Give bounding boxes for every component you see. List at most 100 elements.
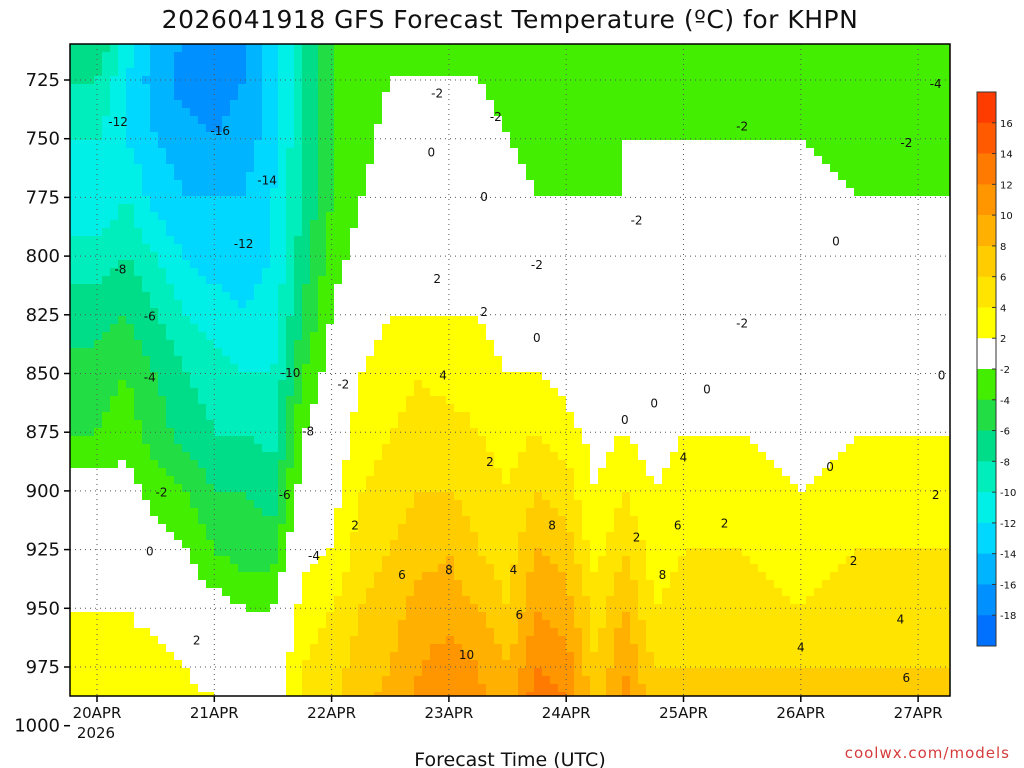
heatmap-cell bbox=[382, 476, 391, 485]
heatmap-cell bbox=[262, 228, 271, 237]
heatmap-cell bbox=[118, 156, 127, 165]
heatmap-cell bbox=[502, 628, 511, 637]
heatmap-cell bbox=[190, 532, 199, 541]
heatmap-cell bbox=[158, 172, 167, 181]
heatmap-cell bbox=[134, 532, 143, 541]
heatmap-cell bbox=[382, 452, 391, 461]
heatmap-cell bbox=[342, 692, 351, 696]
heatmap-cell bbox=[110, 236, 119, 245]
heatmap-cell bbox=[462, 380, 471, 389]
heatmap-cell bbox=[150, 540, 159, 549]
heatmap-cell bbox=[86, 100, 95, 109]
heatmap-cell bbox=[366, 548, 375, 557]
heatmap-cell bbox=[270, 372, 279, 381]
heatmap-cell bbox=[222, 476, 231, 485]
heatmap-cell bbox=[430, 508, 439, 517]
heatmap-cell bbox=[142, 52, 151, 61]
heatmap-cell bbox=[190, 508, 199, 517]
heatmap-cell bbox=[190, 492, 199, 501]
heatmap-cell bbox=[382, 332, 391, 341]
heatmap-cell bbox=[326, 356, 335, 365]
heatmap-cell bbox=[222, 140, 231, 149]
heatmap-cell bbox=[150, 572, 159, 581]
heatmap-cell bbox=[454, 412, 463, 421]
heatmap-cell bbox=[102, 340, 111, 349]
heatmap-cell bbox=[78, 52, 87, 61]
heatmap-cell bbox=[494, 396, 503, 405]
heatmap-cell bbox=[342, 628, 351, 637]
heatmap-cell bbox=[166, 308, 175, 317]
heatmap-cell bbox=[382, 164, 391, 173]
heatmap-cell bbox=[326, 188, 335, 197]
heatmap-cell bbox=[422, 660, 431, 669]
heatmap-cell bbox=[366, 308, 375, 317]
heatmap-cell bbox=[246, 60, 255, 69]
heatmap-cell bbox=[166, 220, 175, 229]
heatmap-cell bbox=[550, 260, 559, 269]
heatmap-cell bbox=[150, 212, 159, 221]
heatmap-cell bbox=[374, 372, 383, 381]
heatmap-cell bbox=[294, 260, 303, 269]
heatmap-cell bbox=[326, 300, 335, 309]
heatmap-cell bbox=[158, 444, 167, 453]
heatmap-cell bbox=[206, 356, 215, 365]
heatmap-cell bbox=[414, 52, 423, 61]
heatmap-cell bbox=[494, 548, 503, 557]
heatmap-cell bbox=[478, 540, 487, 549]
heatmap-cell bbox=[406, 412, 415, 421]
heatmap-cell bbox=[382, 588, 391, 597]
heatmap-cell bbox=[230, 612, 239, 621]
heatmap-cell bbox=[462, 668, 471, 677]
heatmap-cell bbox=[358, 644, 367, 653]
heatmap-cell bbox=[526, 268, 535, 277]
heatmap-cell bbox=[550, 228, 559, 237]
heatmap-cell bbox=[230, 604, 239, 613]
heatmap-cell bbox=[302, 412, 311, 421]
heatmap-cell bbox=[382, 196, 391, 205]
heatmap-cell bbox=[518, 292, 527, 301]
heatmap-cell bbox=[286, 564, 295, 573]
heatmap-cell bbox=[406, 540, 415, 549]
heatmap-cell bbox=[398, 420, 407, 429]
heatmap-cell bbox=[478, 452, 487, 461]
heatmap-cell bbox=[198, 236, 207, 245]
heatmap-cell bbox=[278, 324, 287, 333]
heatmap-cell bbox=[550, 556, 559, 565]
heatmap-cell bbox=[174, 68, 183, 77]
heatmap-cell bbox=[142, 316, 151, 325]
heatmap-cell bbox=[518, 356, 527, 365]
heatmap-cell bbox=[310, 308, 319, 317]
heatmap-cell bbox=[126, 180, 135, 189]
heatmap-cell bbox=[518, 524, 527, 533]
heatmap-cell bbox=[94, 356, 103, 365]
heatmap-cell bbox=[78, 172, 87, 181]
heatmap-cell bbox=[198, 564, 207, 573]
heatmap-cell bbox=[342, 156, 351, 165]
heatmap-cell bbox=[70, 156, 79, 165]
heatmap-cell bbox=[110, 300, 119, 309]
heatmap-cell bbox=[494, 404, 503, 413]
heatmap-cell bbox=[534, 508, 543, 517]
heatmap-cell bbox=[182, 412, 191, 421]
heatmap-cell bbox=[262, 188, 271, 197]
heatmap-cell bbox=[518, 460, 527, 469]
heatmap-cell bbox=[438, 148, 447, 157]
heatmap-cell bbox=[438, 84, 447, 93]
heatmap-cell bbox=[358, 492, 367, 501]
heatmap-cell bbox=[118, 340, 127, 349]
heatmap-cell bbox=[94, 116, 103, 125]
heatmap-cell bbox=[542, 276, 551, 285]
heatmap-cell bbox=[158, 260, 167, 269]
heatmap-cell bbox=[198, 476, 207, 485]
heatmap-cell bbox=[334, 124, 343, 133]
heatmap-cell bbox=[78, 276, 87, 285]
heatmap-cell bbox=[150, 172, 159, 181]
heatmap-cell bbox=[222, 52, 231, 61]
heatmap-cell bbox=[294, 268, 303, 277]
heatmap-cell bbox=[406, 124, 415, 133]
heatmap-cell bbox=[502, 164, 511, 173]
heatmap-cell bbox=[374, 108, 383, 117]
heatmap-cell bbox=[478, 380, 487, 389]
heatmap-cell bbox=[398, 228, 407, 237]
heatmap-cell bbox=[374, 268, 383, 277]
